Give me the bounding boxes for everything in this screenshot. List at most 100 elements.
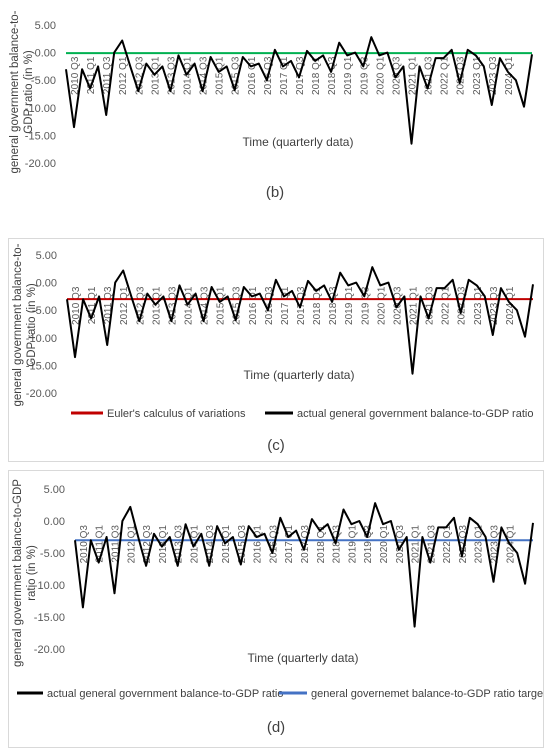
x-tick-label: 2018 Q1 bbox=[311, 56, 322, 95]
x-tick-label: 2012 Q1 bbox=[119, 286, 130, 325]
x-tick-label: 2011 Q3 bbox=[102, 56, 113, 94]
x-tick-label: 2019 Q1 bbox=[347, 525, 358, 564]
chart-panel-d: 5.00 0.00 -5.00 -10.00 -15.00 -20.00 2010 Q3 20… bbox=[8, 470, 544, 748]
x-tick-label: 2018 Q1 bbox=[316, 525, 327, 564]
y-axis-title: ratio (in %) bbox=[26, 545, 38, 601]
x-tick-label: 2012 Q3 bbox=[142, 525, 153, 564]
x-tick-label: 2019 Q1 bbox=[344, 286, 355, 325]
x-tick-label: 2013 Q3 bbox=[174, 525, 185, 564]
x-tick-label: 2021 Q1 bbox=[408, 286, 419, 325]
x-tick-label: 2015 Q1 bbox=[216, 286, 227, 325]
x-tick-label: 2021 Q1 bbox=[407, 56, 418, 95]
x-tick-label: 2020 Q1 bbox=[375, 56, 386, 95]
x-tick-label: 2017 Q1 bbox=[280, 286, 291, 325]
x-tick-label: 2018 Q3 bbox=[332, 525, 343, 564]
x-tick-label: 2015 Q1 bbox=[221, 525, 232, 564]
x-tick-label: 2018 Q1 bbox=[312, 286, 323, 325]
x-tick-label: 2015 Q3 bbox=[231, 56, 242, 95]
x-tick-label: 2014 Q1 bbox=[184, 286, 195, 325]
x-tick-label: 2019 Q1 bbox=[343, 56, 354, 95]
x-tick-label: 2011 Q1 bbox=[95, 525, 106, 563]
y-tick-label: 5.00 bbox=[44, 484, 65, 496]
x-tick-label: 2016 Q1 bbox=[253, 525, 264, 564]
x-tick-label: 2015 Q1 bbox=[215, 56, 226, 95]
x-tick-label: 2024 Q1 bbox=[505, 286, 516, 325]
x-tick-label: 2023 Q3 bbox=[489, 286, 500, 325]
x-tick-label: 2013 Q1 bbox=[150, 56, 161, 95]
y-tick-label: -15.00 bbox=[26, 360, 57, 372]
chart-d-svg: 5.00 0.00 -5.00 -10.00 -15.00 -20.00 2010 Q3 20… bbox=[12, 479, 543, 700]
x-axis-title: Time (quarterly data) bbox=[244, 368, 355, 382]
x-tick-label: 2022 Q1 bbox=[440, 56, 451, 95]
x-tick-label: 2012 Q1 bbox=[118, 56, 129, 95]
x-tick-label: 2023 Q3 bbox=[488, 56, 499, 95]
y-tick-label: -5.00 bbox=[32, 305, 57, 317]
x-tick-label: 2014 Q3 bbox=[205, 525, 216, 564]
x-tick-label: 2021 Q3 bbox=[426, 525, 437, 564]
actual-series-line bbox=[65, 36, 533, 145]
x-tick-label: 2016 Q1 bbox=[247, 56, 258, 95]
x-tick-label: 2021 Q3 bbox=[425, 286, 436, 325]
y-tick-label: -15.00 bbox=[25, 130, 56, 142]
y-tick-label: -10.00 bbox=[26, 333, 57, 345]
x-tick-label: 2018 Q3 bbox=[327, 56, 338, 95]
x-tick-label: 2013 Q3 bbox=[166, 56, 177, 95]
y-tick-label: 5.00 bbox=[35, 20, 56, 32]
x-tick-label: 2015 Q3 bbox=[237, 525, 248, 564]
chart-panel-c: 5.00 0.00 -5.00 -10.00 -15.00 -20.00 2010 Q3 20… bbox=[8, 238, 544, 462]
x-tick-label: 2019 Q3 bbox=[359, 56, 370, 95]
x-tick-label: 2010 Q3 bbox=[70, 56, 81, 95]
x-tick-label: 2024 Q1 bbox=[504, 56, 515, 95]
x-tick-label: 2015 Q3 bbox=[232, 286, 243, 325]
x-tick-label: 2020 Q3 bbox=[395, 525, 406, 564]
x-tick-label: 2014 Q3 bbox=[199, 56, 210, 95]
y-axis-title: GDP ratio (in %) bbox=[26, 283, 38, 367]
x-tick-label: 2010 Q3 bbox=[79, 525, 90, 564]
x-tick-label: 2014 Q1 bbox=[183, 56, 194, 95]
y-tick-label: -20.00 bbox=[25, 158, 56, 170]
y-tick-label: 0.00 bbox=[44, 516, 65, 528]
x-tick-label: 2011 Q3 bbox=[110, 525, 121, 563]
x-tick-label: 2017 Q1 bbox=[284, 525, 295, 564]
x-tick-label: 2018 Q3 bbox=[328, 286, 339, 325]
x-axis-title: Time (quarterly data) bbox=[243, 135, 354, 149]
x-tick-label: 2022 Q1 bbox=[441, 286, 452, 325]
legend-label: actual general government balance-to-GDP… bbox=[47, 688, 283, 700]
x-tick-label: 2020 Q1 bbox=[379, 525, 390, 564]
y-tick-label: -10.00 bbox=[34, 580, 65, 592]
x-tick-label: 2023 Q1 bbox=[474, 525, 485, 564]
y-axis-title: general government balance-to- bbox=[12, 243, 24, 406]
x-tick-label: 2011 Q1 bbox=[86, 56, 97, 94]
x-tick-label: 2021 Q1 bbox=[411, 525, 422, 564]
y-tick-label: -20.00 bbox=[26, 388, 57, 400]
panel-label-c: (c) bbox=[267, 437, 285, 454]
actual-series-line bbox=[66, 266, 534, 375]
x-tick-label: 2012 Q3 bbox=[134, 56, 145, 95]
x-tick-label: 2022 Q1 bbox=[442, 525, 453, 564]
y-axis-title: general government balance-to-GDP bbox=[12, 479, 24, 667]
y-tick-label: -20.00 bbox=[34, 644, 65, 656]
panel-label-b: (b) bbox=[265, 184, 285, 201]
y-tick-label: 0.00 bbox=[35, 48, 56, 60]
x-tick-label: 2020 Q1 bbox=[376, 286, 387, 325]
chart-panel-b: 5.00 0.00 -5.00 -10.00 -15.00 -20.00 2010 Q3 20… bbox=[8, 4, 542, 214]
y-axis-title: general government balance-to- bbox=[9, 10, 21, 173]
x-tick-label: 2021 Q3 bbox=[424, 56, 435, 95]
y-tick-label: -5.00 bbox=[31, 75, 56, 87]
x-tick-label: 2013 Q3 bbox=[167, 286, 178, 325]
actual-series-line bbox=[74, 502, 534, 628]
x-tick-label: 2023 Q1 bbox=[472, 56, 483, 95]
legend-label: actual general government balance-to-GDP… bbox=[297, 408, 533, 420]
y-axis-title: GDP ratio (in %) bbox=[23, 50, 35, 134]
x-axis-title: Time (quarterly data) bbox=[248, 651, 359, 665]
y-tick-label: -10.00 bbox=[25, 103, 56, 115]
y-tick-label: 0.00 bbox=[36, 278, 57, 290]
y-tick-label: 5.00 bbox=[36, 250, 57, 262]
x-tick-label: 2011 Q3 bbox=[103, 286, 114, 324]
chart-b-svg: 5.00 0.00 -5.00 -10.00 -15.00 -20.00 2010 Q3 20… bbox=[9, 10, 533, 174]
legend-label: general governemet balance-to-GDP ratio … bbox=[311, 688, 543, 700]
panel-label-d: (d) bbox=[266, 719, 286, 736]
y-tick-label: -15.00 bbox=[34, 612, 65, 624]
x-tick-label: 2023 Q1 bbox=[473, 286, 484, 325]
x-tick-label: 2019 Q3 bbox=[363, 525, 374, 564]
